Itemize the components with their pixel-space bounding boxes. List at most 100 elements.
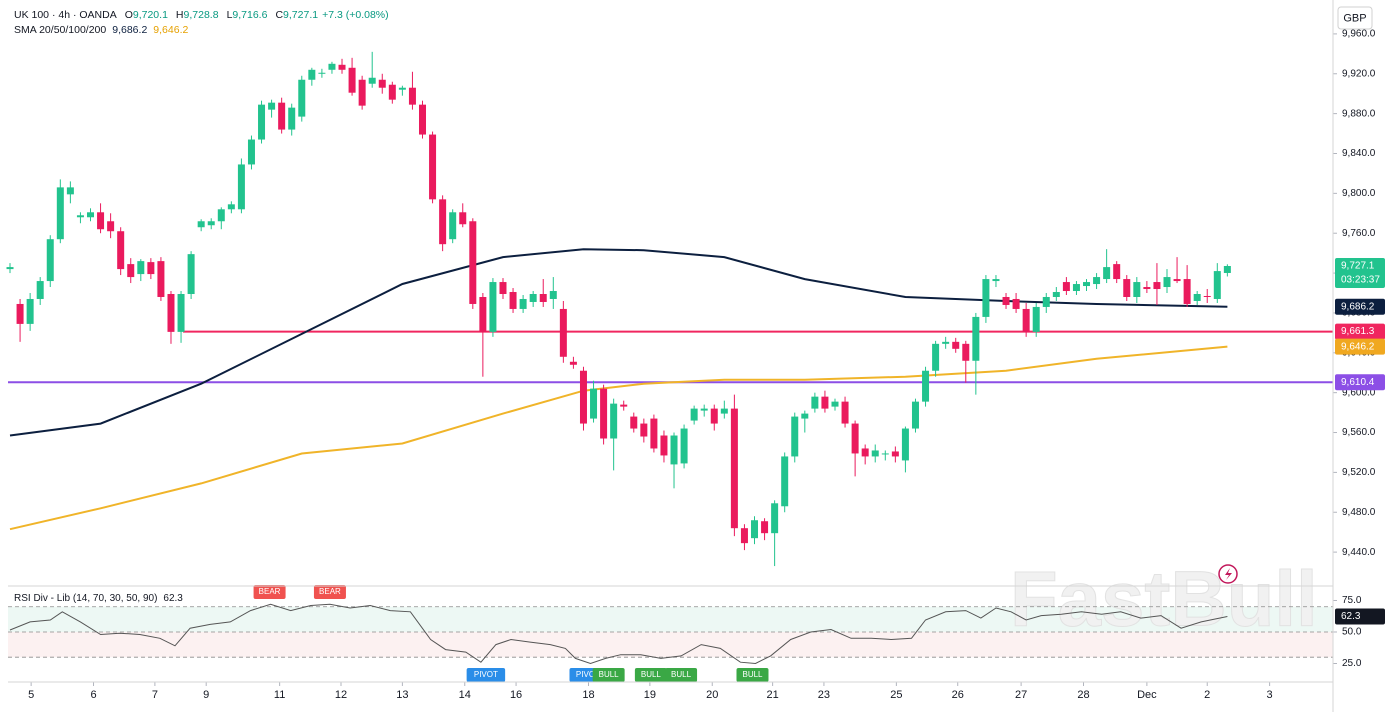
- moving-average: [9, 345, 1228, 531]
- y-tick-label: 9,480.0: [1342, 507, 1376, 518]
- candle-body: [408, 87, 416, 105]
- candle-body: [851, 423, 859, 454]
- candle-body: [569, 361, 577, 365]
- candle-body: [1032, 306, 1040, 332]
- x-tick-label: 14: [459, 689, 471, 701]
- x-tick-label: 7: [152, 689, 158, 701]
- candle-body: [1022, 308, 1030, 332]
- x-tick-label: 26: [952, 689, 964, 701]
- candle-body: [972, 316, 980, 361]
- candle-body: [469, 221, 477, 304]
- signal-label: BEAR: [259, 587, 281, 596]
- symbol: UK 100 · 4h · OANDA: [14, 9, 117, 21]
- y-tick-label: 9,920.0: [1342, 68, 1376, 79]
- candle-body: [801, 413, 809, 419]
- candle-body: [1103, 267, 1111, 280]
- x-tick-label: 2: [1204, 689, 1210, 701]
- candle-body: [429, 134, 437, 200]
- candle-body: [579, 370, 587, 424]
- candle-body: [499, 282, 507, 295]
- candle-body: [730, 408, 738, 529]
- candle-body: [36, 281, 44, 299]
- candle-body: [1083, 282, 1091, 287]
- candle-body: [771, 503, 779, 534]
- candle-body: [479, 296, 487, 332]
- countdown: 03:23:37: [1341, 275, 1380, 286]
- candle-body: [419, 104, 427, 135]
- candle-body: [388, 84, 396, 100]
- candle-body: [439, 199, 447, 245]
- alert-icon[interactable]: [1218, 564, 1238, 584]
- candle-body: [1012, 298, 1020, 309]
- signal-badge: [313, 585, 346, 599]
- candle-body: [76, 215, 84, 218]
- candle-body: [167, 294, 175, 332]
- candle-body: [942, 341, 950, 344]
- x-tick-label: 13: [396, 689, 408, 701]
- signal-label: BULL: [742, 670, 763, 679]
- y-tick-label: 9,800.0: [1342, 188, 1376, 199]
- candle-body: [66, 187, 74, 195]
- legend-row: SMA 20/50/100/200 9,686.2 9,646.2: [14, 24, 188, 36]
- candle-body: [207, 221, 215, 226]
- candle-body: [157, 261, 165, 297]
- candle-body: [509, 292, 517, 309]
- y-tick-label: 9,560.0: [1342, 427, 1376, 438]
- rsi-name: RSI Div - Lib (14, 70, 30, 50, 90): [14, 593, 157, 604]
- price-tag: [1335, 374, 1385, 391]
- candle-body: [519, 298, 527, 309]
- signal-badge: [736, 668, 769, 682]
- y-tick-label: 9,440.0: [1342, 547, 1376, 558]
- candle-body: [811, 396, 819, 409]
- candle-body: [1123, 279, 1131, 297]
- candle-body: [1203, 295, 1211, 297]
- x-tick-label: 20: [706, 689, 718, 701]
- candle-body: [368, 77, 376, 84]
- signal-badge: [466, 668, 506, 682]
- x-tick-label: 16: [510, 689, 522, 701]
- candle-body: [217, 209, 225, 222]
- currency: GBP: [1343, 12, 1366, 24]
- x-tick-label: Dec: [1137, 689, 1157, 701]
- candle-body: [781, 456, 789, 507]
- candle-body: [187, 254, 195, 295]
- candle-body: [237, 164, 245, 210]
- candle-body: [529, 294, 537, 302]
- candle-body: [398, 87, 406, 90]
- price-tag-label: 9,686.2: [1341, 301, 1375, 312]
- candle-body: [620, 404, 628, 407]
- candle-body: [378, 79, 386, 88]
- price-tag-label: 9,661.3: [1341, 326, 1375, 337]
- candle-body: [1093, 277, 1101, 285]
- candle-body: [227, 204, 235, 210]
- candle-body: [630, 416, 638, 429]
- candle-body: [1153, 282, 1161, 290]
- candle-body: [559, 308, 567, 357]
- candle-body: [1072, 284, 1080, 292]
- candle-body: [46, 239, 54, 282]
- candle-body: [1052, 292, 1060, 297]
- y-tick-label: 9,520.0: [1342, 467, 1376, 478]
- candle-body: [821, 396, 829, 409]
- candle-body: [338, 64, 346, 70]
- price-tag: [1335, 338, 1385, 355]
- candle-body: [982, 279, 990, 317]
- candle-body: [6, 267, 14, 270]
- candle-body: [459, 212, 467, 225]
- candle-body: [449, 212, 457, 240]
- rsi-value-tag: [1335, 608, 1385, 625]
- price-tag-label: 9,727.1: [1341, 261, 1375, 272]
- x-tick-label: 9: [203, 689, 209, 701]
- candle-body: [16, 303, 24, 324]
- signal-label: PIVOT: [474, 670, 498, 679]
- candle-body: [308, 69, 316, 80]
- candle-body: [932, 343, 940, 371]
- candle-body: [700, 408, 708, 411]
- candle-body: [278, 102, 286, 130]
- candle-body: [660, 435, 668, 456]
- candle-body: [710, 408, 718, 424]
- currency-box[interactable]: [1337, 6, 1373, 30]
- candle-body: [740, 528, 748, 544]
- y-tick-label: 9,760.0: [1342, 228, 1376, 239]
